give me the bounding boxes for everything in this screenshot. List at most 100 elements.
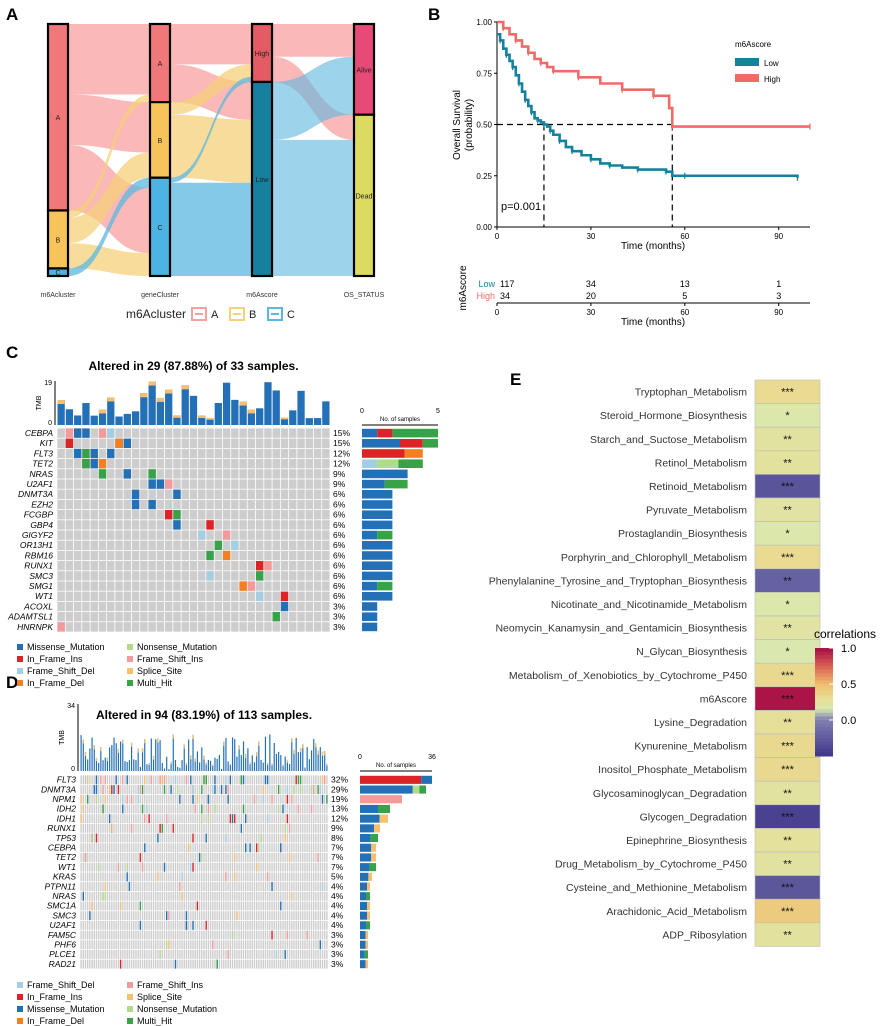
tmb-bar: [170, 761, 172, 771]
tmb-max: 34: [67, 703, 75, 710]
tmb-bar: [148, 381, 156, 425]
oncoplot-cell: [305, 438, 314, 448]
oncoplot-cell: [236, 862, 238, 872]
oncoplot-cell: [223, 843, 225, 853]
oncoplot-cell: [214, 833, 216, 843]
oncoplot-cell: [205, 950, 207, 959]
oncoplot-cell: [107, 561, 115, 571]
count-bar: [365, 931, 368, 940]
oncoplot-cell: [315, 775, 317, 785]
oncoplot-cell: [117, 950, 120, 959]
oncoplot-cell: [141, 920, 144, 930]
oncoplot-cell: [98, 479, 107, 489]
oncoplot-cell: [91, 794, 93, 804]
oncoplot-cell: [310, 814, 313, 824]
oncoplot-cell: [107, 520, 115, 530]
oncoplot-cell: [124, 920, 126, 930]
oncoplot-cell: [115, 622, 123, 632]
oncoplot-cell: [140, 459, 148, 469]
oncoplot-cell: [124, 814, 126, 824]
oncoplot-cell: [288, 775, 291, 785]
oncoplot-mutation: [102, 804, 104, 814]
oncoplot-cell: [306, 814, 308, 824]
oncoplot-cell: [231, 448, 239, 459]
oncoplot-cell: [289, 591, 297, 601]
gene-label: DNMT3A: [18, 489, 53, 499]
oncoplot-cell: [291, 872, 293, 882]
oncoplot-cell: [209, 959, 212, 969]
oncoplot-cell: [313, 833, 315, 843]
oncoplot-cell: [253, 882, 256, 891]
oncoplot-cell: [161, 940, 163, 950]
oncoplot-cell: [198, 843, 201, 853]
tmb-bar-segment: [140, 393, 148, 398]
oncoplot-cell: [95, 891, 98, 901]
oncoplot-cell: [313, 901, 315, 911]
oncoplot-cell: [189, 479, 198, 489]
oncoplot-cell: [206, 540, 214, 550]
oncoplot-cell: [216, 950, 218, 959]
oncoplot-cell: [222, 561, 231, 571]
oncoplot-cell: [181, 882, 183, 891]
oncoplot-cell: [234, 833, 236, 843]
oncoplot-cell: [236, 930, 238, 940]
oncoplot-cell: [82, 550, 90, 561]
oncoplot-cell: [98, 622, 107, 632]
oncoplot-cell: [247, 872, 249, 882]
tmb-bar: [199, 762, 201, 771]
oncoplot-cell: [156, 601, 165, 612]
oncoplot-cell: [322, 581, 330, 591]
oncoplot-cell: [181, 459, 189, 469]
oncoplot-cell: [284, 940, 286, 950]
oncoplot-cell: [282, 882, 284, 891]
oncoplot-cell: [266, 785, 269, 794]
oncoplot-cell: [84, 882, 87, 891]
tmb-bar: [236, 756, 238, 771]
tmb-bar-segment: [212, 764, 214, 767]
oncoplot-cell: [104, 823, 106, 833]
oncoplot-cell: [249, 882, 251, 891]
oncoplot-cell: [82, 571, 90, 581]
oncoplot-mutation: [205, 920, 207, 930]
oncoplot-cell: [288, 891, 291, 901]
oncoplot-cell: [123, 479, 132, 489]
oncoplot-mutation: [126, 775, 128, 785]
tmb-bar: [269, 734, 271, 771]
oncoplot-cell: [190, 833, 192, 843]
oncoplot-cell: [131, 540, 140, 550]
oncoplot-cell: [192, 804, 194, 814]
oncoplot-mutation: [187, 843, 190, 853]
oncoplot-cell: [165, 833, 168, 843]
oncoplot-cell: [239, 459, 247, 469]
oncoplot-cell: [275, 930, 278, 940]
oncoplot-cell: [159, 853, 161, 862]
oncoplot-cell: [141, 950, 144, 959]
oncoplot-cell: [190, 930, 192, 940]
tmb-bar: [227, 761, 229, 771]
oncoplot-cell: [80, 823, 82, 833]
oncoplot-cell: [174, 785, 177, 794]
tmb-bar: [196, 751, 199, 771]
oncoplot-cell: [321, 872, 324, 882]
oncoplot-mutation: [271, 882, 273, 891]
oncoplot-cell: [119, 862, 122, 872]
oncoplot-cell: [313, 940, 315, 950]
oncoplot-cell: [82, 530, 90, 540]
sankey-axis-label: geneCluster: [141, 292, 179, 299]
oncoplot-cell: [201, 959, 203, 969]
oncoplot-cell: [84, 940, 87, 950]
oncoplot-cell: [236, 891, 238, 901]
oncoplot-cell: [102, 930, 104, 940]
oncoplot-cell: [124, 853, 126, 862]
count-bar: [360, 882, 367, 891]
oncoplot-cell: [150, 901, 153, 911]
oncoplot-mutation: [255, 862, 258, 872]
oncoplot-cell: [238, 959, 240, 969]
oncoplot-cell: [139, 862, 142, 872]
oncoplot-cell: [264, 804, 267, 814]
oncoplot-cell: [255, 510, 264, 520]
oncoplot-cell: [115, 561, 123, 571]
oncoplot-cell: [170, 911, 172, 921]
oncoplot-cell: [157, 785, 159, 794]
oncoplot-cell: [115, 882, 117, 891]
